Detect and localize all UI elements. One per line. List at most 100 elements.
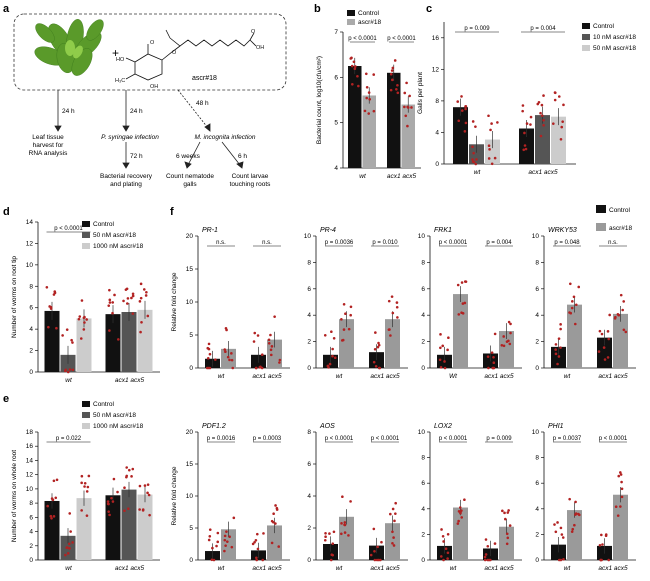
data-point: [354, 65, 357, 68]
data-point: [456, 100, 460, 103]
data-point: [617, 474, 621, 478]
chart-title: PR-1: [202, 227, 218, 234]
y-tick-label: 6: [535, 286, 539, 293]
step-leaf-harvest-line1: Leaf tissue: [32, 134, 64, 141]
data-point: [606, 356, 610, 359]
svg-text:O: O: [150, 40, 155, 46]
p-value-label: p = 0.004: [486, 240, 512, 246]
bar: [401, 104, 415, 168]
p-value-label: p < 0.0001: [348, 36, 377, 42]
charts-layer: 4 5 6 7 Bacterial count, log10(cfu/cm²) wt acx…: [11, 10, 636, 572]
data-point: [460, 516, 464, 519]
data-point: [493, 542, 497, 545]
data-point: [377, 341, 380, 345]
data-point: [602, 346, 606, 349]
data-point: [598, 543, 602, 547]
x-tick-label: wt: [564, 373, 572, 380]
y-tick-label: 14: [26, 219, 34, 226]
data-point: [146, 491, 149, 495]
p-value-label: p < 0.0001: [325, 436, 354, 442]
data-point: [260, 353, 264, 356]
data-point: [571, 527, 575, 531]
data-point: [80, 509, 83, 512]
data-point: [501, 509, 504, 513]
data-point: [570, 530, 574, 533]
data-point: [403, 105, 406, 109]
legend-label: 50 nM ascr#18: [593, 45, 636, 52]
y-tick-label: 4: [29, 326, 33, 333]
y-tick-label: 4: [307, 312, 311, 319]
data-point: [439, 555, 443, 558]
arabidopsis-plant-icon: [34, 19, 104, 76]
data-point: [389, 334, 392, 337]
data-point: [52, 479, 56, 483]
data-point: [373, 550, 376, 553]
data-point: [230, 352, 233, 355]
legend-label: 10 nM ascr#18: [593, 34, 636, 41]
data-point: [389, 512, 392, 516]
data-point: [525, 122, 529, 125]
data-point: [439, 333, 442, 336]
panel-a: a +: [3, 3, 287, 188]
data-point: [522, 148, 526, 152]
data-point: [484, 553, 488, 556]
svg-text:HO: HO: [116, 57, 125, 63]
data-point: [77, 317, 81, 321]
data-point: [232, 516, 236, 520]
data-point: [212, 558, 216, 562]
data-point: [496, 121, 499, 124]
data-point: [332, 530, 336, 534]
data-point: [391, 541, 394, 545]
data-point: [260, 366, 264, 370]
data-point: [143, 484, 147, 487]
legend-swatch: [82, 412, 90, 418]
p-value-label: p < 0.0001: [439, 436, 468, 442]
data-point: [505, 340, 509, 343]
data-point: [521, 104, 525, 107]
data-point: [131, 312, 135, 315]
data-point: [616, 313, 620, 316]
data-point: [127, 468, 131, 472]
data-point: [391, 311, 395, 315]
data-point: [324, 535, 327, 539]
x-tick-label: wt: [218, 565, 226, 572]
panel-b-label: b: [314, 3, 321, 15]
x-tick-label: acx1 acx5: [598, 565, 628, 572]
data-point: [554, 352, 558, 356]
data-point: [106, 500, 110, 503]
chart-f-7: 0 2 4 6 8 10 WRKY53 wt acx1 acx5 p = 0.048 n.s. Con…: [532, 205, 636, 380]
x-tick-label: wt: [359, 173, 367, 180]
arrow-time-3: 48 h: [196, 100, 209, 107]
data-point: [379, 558, 382, 562]
sub-step-2-line2: galls: [183, 181, 197, 188]
p-value-label: n.s.: [608, 240, 618, 246]
data-point: [80, 474, 84, 478]
data-point: [365, 96, 369, 100]
bar: [613, 313, 628, 368]
data-point: [64, 553, 67, 557]
data-point: [54, 496, 58, 500]
data-point: [343, 521, 347, 524]
bar: [567, 510, 582, 560]
legend-label: Control: [93, 401, 115, 408]
panel-d-label: d: [3, 206, 10, 218]
data-point: [207, 347, 211, 351]
y-tick-label: 14: [26, 457, 34, 464]
data-point: [560, 533, 564, 536]
data-point: [620, 480, 623, 484]
data-point: [210, 558, 214, 562]
legend-label: ascr#18: [358, 19, 382, 26]
y-tick-label: 20: [186, 429, 194, 436]
ascr18-structure-icon: [125, 29, 257, 81]
chart-f-9: 0 2 4 6 8 AOS wt acx1 acx5 p < 0.0001 p < 0.0001: [307, 423, 408, 572]
data-point: [524, 147, 528, 151]
bar: [76, 318, 92, 372]
data-point: [619, 473, 623, 476]
data-point: [557, 355, 561, 358]
data-point: [66, 546, 69, 549]
bar: [267, 525, 282, 560]
legend-label: 50 nM ascr#18: [93, 232, 136, 239]
data-point: [464, 121, 468, 125]
data-point: [126, 302, 129, 305]
